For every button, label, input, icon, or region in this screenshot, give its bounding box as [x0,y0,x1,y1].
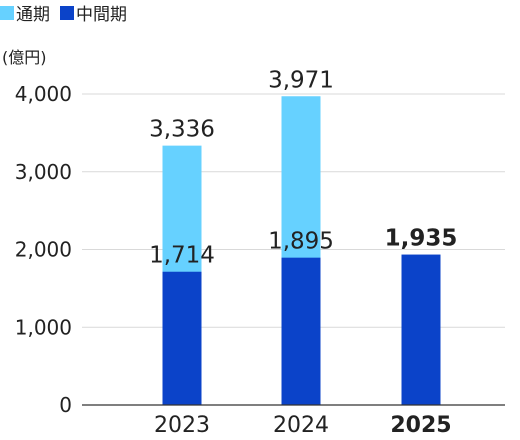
legend-swatch-full-year [0,5,14,20]
data-label-interim-2023: 1,714 [149,243,215,269]
legend-swatch-interim [60,5,74,20]
x-tick-label-2025: 2025 [390,413,451,438]
legend-label-interim: 中間期 [76,5,127,25]
bar-interim-2024 [281,257,321,405]
data-label-full-year-2024: 3,971 [268,67,334,93]
y-tick-label-1000: 1,000 [15,315,72,339]
y-axis-unit-label: (億円) [2,48,47,67]
bar-interim-2025 [401,254,441,405]
legend-label-full-year: 通期 [16,5,50,25]
x-tick-label-2024: 2024 [273,413,329,438]
data-label-interim-2025: 1,935 [385,226,458,252]
legend-item-interim: 中間期 [60,0,127,25]
y-tick-label-3000: 3,000 [15,160,72,184]
data-label-full-year-2023: 3,336 [149,117,215,143]
legend-item-full-year: 通期 [0,0,50,25]
bar-interim-2023 [162,271,202,405]
y-tick-label-0: 0 [59,393,72,417]
y-tick-label-4000: 4,000 [15,82,72,106]
x-tick-label-2023: 2023 [154,413,210,438]
data-label-interim-2024: 1,895 [268,229,334,255]
y-tick-label-2000: 2,000 [15,238,72,262]
